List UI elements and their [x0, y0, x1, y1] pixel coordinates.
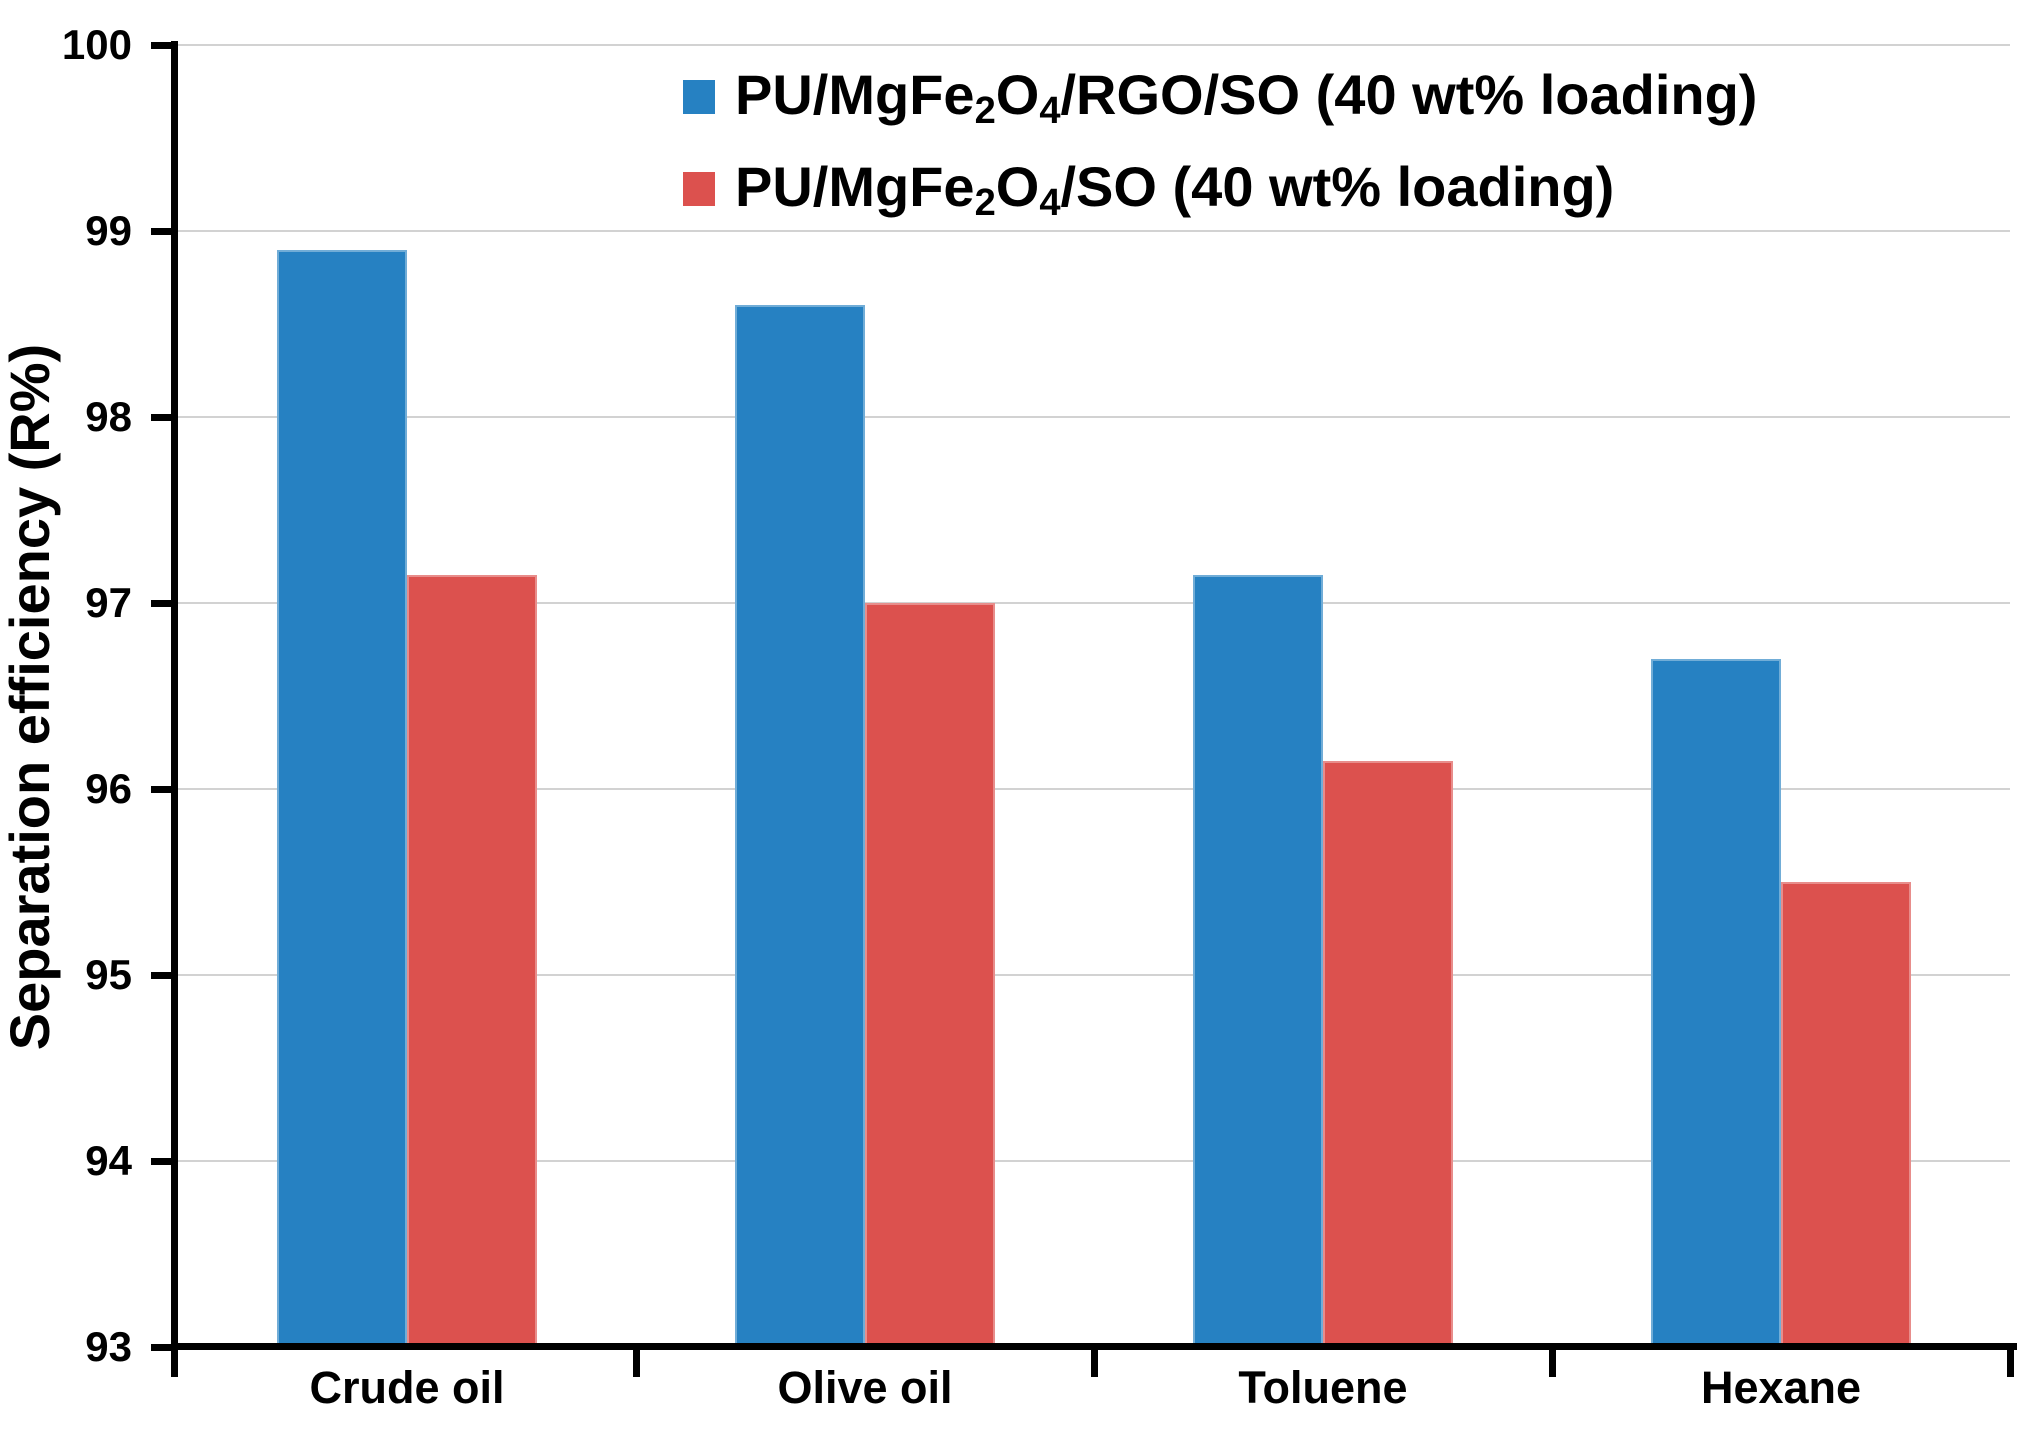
y-tick-100 — [151, 41, 171, 49]
x-tick-2 — [1090, 1347, 1098, 1377]
gridline-94 — [178, 1160, 2010, 1162]
gridline-98 — [178, 416, 2010, 418]
y-axis-line — [171, 41, 178, 1377]
gridline-97 — [178, 602, 2010, 604]
y-tick-label-93: 93 — [85, 1323, 132, 1370]
y-tick-99 — [151, 227, 171, 235]
legend-swatch-red — [683, 172, 715, 206]
bar-crude-oil-blue — [277, 249, 407, 1347]
y-tick-93 — [151, 1343, 171, 1351]
bar-hexane-blue — [1651, 658, 1781, 1347]
bar-hexane-red — [1781, 882, 1911, 1347]
legend-item-red: PU/MgFe2O4/SO (40 wt% loading) — [683, 140, 1757, 232]
y-tick-label-96: 96 — [85, 765, 132, 812]
legend-text-segment: O — [995, 62, 1040, 126]
legend-subscript: 4 — [1039, 181, 1061, 224]
x-tick-4 — [2006, 1347, 2014, 1377]
legend-text-segment: /SO (40 wt% loading) — [1060, 154, 1615, 218]
x-tick-1 — [632, 1347, 640, 1377]
legend-subscript: 2 — [974, 89, 996, 132]
y-tick-label-98: 98 — [85, 393, 132, 440]
legend-label-red: PU/MgFe2O4/SO (40 wt% loading) — [735, 154, 1615, 224]
y-tick-label-100: 100 — [61, 21, 132, 68]
bar-olive-oil-blue — [735, 305, 865, 1347]
y-tick-96 — [151, 785, 171, 793]
x-tick-3 — [1548, 1347, 1556, 1377]
legend-subscript: 4 — [1039, 89, 1061, 132]
x-category-label-hexane: Hexane — [1700, 1362, 1862, 1413]
bar-toluene-blue — [1193, 575, 1323, 1347]
legend-text-segment: O — [995, 154, 1040, 218]
y-tick-97 — [151, 599, 171, 607]
gridline-95 — [178, 974, 2010, 976]
legend-item-blue: PU/MgFe2O4/RGO/SO (40 wt% loading) — [683, 48, 1757, 140]
y-tick-94 — [151, 1157, 171, 1165]
bar-crude-oil-red — [407, 575, 537, 1347]
y-tick-label-95: 95 — [85, 951, 132, 998]
y-tick-label-99: 99 — [85, 207, 132, 254]
legend-text-segment: PU/MgFe — [735, 62, 975, 126]
y-axis-title: Separation efficiency (R%) — [0, 343, 61, 1051]
legend-swatch-blue — [683, 80, 715, 114]
y-tick-98 — [151, 413, 171, 421]
legend-text-segment: PU/MgFe — [735, 154, 975, 218]
x-category-label-toluene: Toluene — [1238, 1362, 1408, 1413]
gridline-99 — [178, 230, 2010, 232]
bar-toluene-red — [1323, 761, 1453, 1347]
y-tick-label-94: 94 — [85, 1137, 132, 1184]
gridline-100 — [178, 44, 2010, 46]
y-tick-label-97: 97 — [85, 579, 132, 626]
x-category-label-crude-oil: Crude oil — [309, 1362, 505, 1413]
gridline-96 — [178, 788, 2010, 790]
y-tick-95 — [151, 971, 171, 979]
bar-olive-oil-red — [865, 603, 995, 1347]
x-category-label-olive-oil: Olive oil — [777, 1362, 953, 1413]
legend-subscript: 2 — [974, 181, 996, 224]
legend-label-blue: PU/MgFe2O4/RGO/SO (40 wt% loading) — [735, 62, 1758, 132]
x-axis-line — [171, 1343, 2017, 1350]
legend-text-segment: /RGO/SO (40 wt% loading) — [1060, 62, 1758, 126]
legend: PU/MgFe2O4/RGO/SO (40 wt% loading) PU/MgF… — [683, 48, 1757, 232]
